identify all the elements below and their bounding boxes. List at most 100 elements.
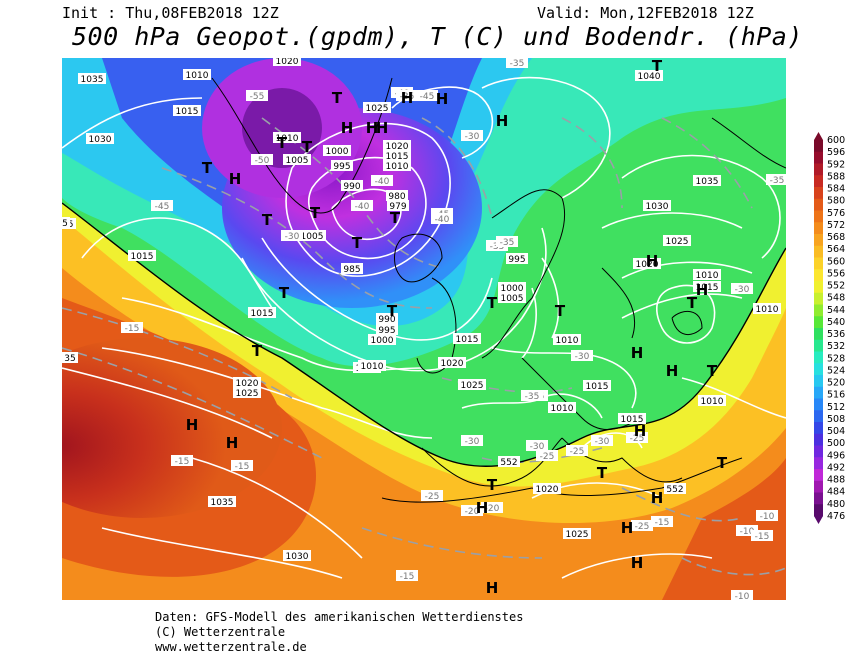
colorbar-label: 492	[827, 462, 845, 473]
temp-label-box	[631, 520, 653, 531]
temp-label-box	[396, 90, 418, 101]
colorbar-label: 476	[827, 511, 845, 522]
low-pressure-marker: T	[352, 234, 363, 252]
footer-source: Daten: GFS-Modell des amerikanischen Wet…	[155, 610, 524, 624]
temp-label-box	[526, 440, 548, 451]
pressure-label-box	[458, 379, 486, 390]
temp-label: -40	[355, 202, 370, 212]
low-pressure-marker: T	[262, 211, 273, 229]
temp-label: -55	[250, 92, 265, 102]
colorbar-swatch	[814, 140, 823, 153]
low-pressure-marker: T	[310, 204, 321, 222]
colorbar-label: 480	[827, 499, 845, 510]
low-pressure-marker: T	[652, 58, 663, 75]
pressure-label: 1015	[176, 107, 199, 117]
high-pressure-marker: H	[631, 344, 644, 362]
geopot-label: 35	[64, 354, 75, 364]
pressure-label: 1040	[638, 72, 661, 82]
colorbar-swatch	[814, 422, 823, 435]
temp-label-box	[626, 432, 648, 443]
low-pressure-marker: T	[390, 209, 401, 227]
pressure-label: 995	[378, 326, 395, 336]
temp-label-box	[416, 90, 438, 101]
colorbar-swatch	[814, 351, 823, 364]
map-title: 500 hPa Geopot.(gpdm), T (C) und Bodendr…	[72, 22, 803, 51]
pressure-label: 1015	[251, 309, 274, 319]
colorbar-label: 508	[827, 414, 845, 425]
colorbar-top-arrow	[814, 132, 823, 140]
pressure-label-box	[248, 307, 276, 318]
pressure-label: 1020	[386, 142, 409, 152]
temp-label-box	[461, 130, 483, 141]
temp-label: -30	[285, 232, 300, 242]
colorbar-swatch	[814, 504, 823, 517]
pressure-label-box	[183, 69, 211, 80]
temp-label: -35	[525, 392, 540, 402]
high-pressure-marker: H	[666, 362, 679, 380]
colorbar-label: 544	[827, 305, 845, 316]
colorbar-swatch	[814, 363, 823, 376]
geopot-label-box	[62, 352, 78, 363]
temp-label: -25	[425, 492, 440, 502]
pressure-label: 1005	[301, 232, 324, 242]
pressure-label-box	[368, 334, 396, 345]
pressure-label-box	[78, 73, 106, 84]
high-pressure-marker: H	[496, 112, 509, 130]
temp-label-box	[496, 236, 518, 247]
high-pressure-marker: H	[476, 499, 489, 517]
pressure-label-box	[233, 387, 261, 398]
pressure-label-box	[298, 230, 326, 241]
colorbar-swatch	[814, 292, 823, 305]
temp-label-box	[431, 213, 453, 224]
temp-label: -15	[655, 518, 670, 528]
colorbar-label: 512	[827, 402, 845, 413]
temp-label-box	[481, 502, 503, 513]
colorbar-swatch	[814, 269, 823, 282]
high-pressure-marker: H	[486, 579, 499, 597]
colorbar: 6005965925885845805765725685645605565525…	[814, 132, 845, 524]
temp-label-box	[231, 460, 253, 471]
colorbar-label: 524	[827, 365, 845, 376]
geopot-552-line	[62, 202, 786, 467]
temp-label: -35	[770, 176, 785, 186]
temp-label: -15	[235, 462, 250, 472]
pressure-label: 1020	[441, 359, 464, 369]
pressure-label-box	[693, 269, 721, 280]
pressure-label: 1020	[236, 379, 259, 389]
high-pressure-marker: H	[436, 90, 449, 108]
pressure-label-box	[553, 334, 581, 345]
pressure-label: 1020	[536, 485, 559, 495]
pressure-label: 1000	[371, 336, 394, 346]
temp-label: -30	[465, 132, 480, 142]
pressure-label: 1010	[756, 305, 779, 315]
temp-label-box	[371, 175, 393, 186]
colorbar-label: 536	[827, 329, 845, 340]
pressure-label-box	[383, 160, 411, 171]
low-pressure-marker: T	[487, 476, 498, 494]
temp-label: -35	[400, 92, 415, 102]
pressure-label: 1005	[501, 294, 524, 304]
high-pressure-marker: H	[646, 252, 659, 270]
colorbar-swatch	[814, 469, 823, 482]
temp-label: -25	[635, 522, 650, 532]
high-pressure-marker: H	[226, 434, 239, 452]
low-pressure-marker: T	[202, 159, 213, 177]
temp-label-box	[571, 350, 593, 361]
colorbar-swatch	[814, 375, 823, 388]
temp-label: -35	[500, 238, 515, 248]
pressure-label: 1010	[276, 134, 299, 144]
colorbar-label: 584	[827, 184, 845, 195]
geopot-label-box	[664, 483, 686, 494]
high-pressure-marker: H	[634, 422, 647, 440]
temp-label-box	[461, 435, 483, 446]
temp-label: -25	[570, 447, 585, 457]
colorbar-swatch	[814, 234, 823, 247]
pressure-label: 1025	[461, 381, 484, 391]
colorbar-swatch	[814, 433, 823, 446]
temp-label: -10	[740, 527, 755, 537]
pressure-label: 1035	[211, 498, 234, 508]
pressure-label: 995	[333, 162, 350, 172]
temp-label-box	[731, 283, 753, 294]
pressure-label-box	[698, 395, 726, 406]
